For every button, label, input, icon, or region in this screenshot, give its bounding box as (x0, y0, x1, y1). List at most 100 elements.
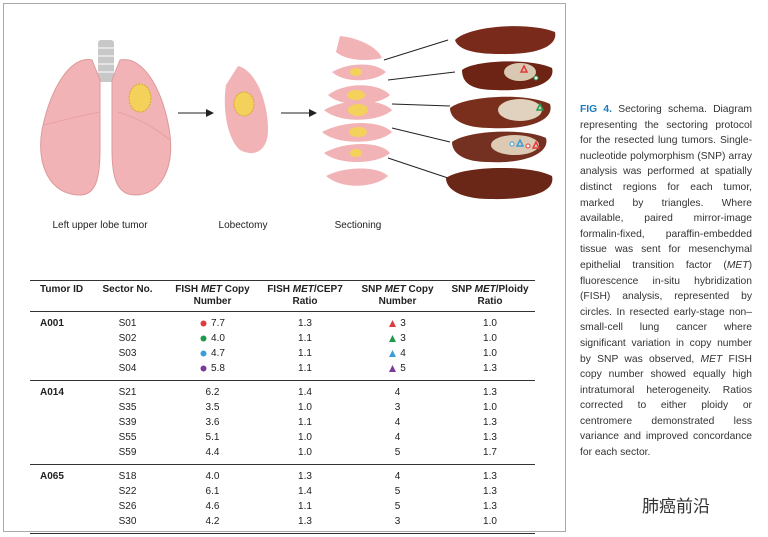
text-run: Copy Number (193, 284, 250, 307)
text-run: FISH copy number showed equally high int… (580, 353, 752, 459)
table-cell: 4 (350, 346, 445, 361)
table-cell: 3.5 (165, 400, 260, 415)
cell-value: S01 (118, 318, 137, 329)
cell-value: 3 (394, 402, 401, 413)
cell-value: 4 (394, 417, 401, 428)
table-group: A001 S01 7.7 1.3 3 1.0 S02 4.0 1.1 3 1.0 S03 4.7 1.1 4… (30, 312, 535, 381)
tumor-id (30, 331, 90, 346)
diagram-label: Sectioning (335, 220, 382, 231)
cell-value: 5 (394, 486, 401, 497)
column-header: FISH MET/CEP7 Ratio (260, 280, 350, 312)
cell-value: 4.7 (211, 348, 225, 359)
data-table: Tumor ID Sector No. FISH MET Copy Number FI… (30, 280, 535, 534)
tumor-id (30, 346, 90, 361)
lungs-illustration (40, 40, 172, 196)
text-run: ) fluorescence in-situ hybridization (FI… (580, 259, 752, 365)
table-cell: 6.2 (165, 381, 260, 401)
cell-value: 1.3 (483, 432, 497, 443)
figure-caption: FIG 4. Sectoring schema. Diagram represe… (580, 102, 752, 461)
table-cell: 4 (350, 430, 445, 445)
table-cell: S21 (90, 381, 165, 401)
table-cell: 1.0 (445, 514, 535, 534)
tumor-id (30, 514, 90, 534)
cell-value: S18 (118, 471, 137, 482)
cell-value: 4 (394, 432, 401, 443)
table-cell: 1.3 (445, 499, 535, 514)
circle-marker (200, 320, 207, 327)
cell-value: S03 (118, 348, 137, 359)
cell-value: 6.1 (205, 486, 220, 497)
sectoring-diagram: Left upper lobe tumor Lobectomy Sectioni… (40, 26, 556, 231)
text-run: Sector No. (102, 284, 153, 295)
table-cell: 1.4 (260, 381, 350, 401)
cell-value: 7.7 (211, 318, 225, 329)
cell-value: 1.3 (483, 501, 497, 512)
table-cell: 1.0 (260, 445, 350, 465)
tumor-id (30, 484, 90, 499)
table-cell: S22 (90, 484, 165, 499)
text-run: SNP (451, 284, 475, 295)
table-cell: 5.1 (165, 430, 260, 445)
cell-value: 4.4 (205, 447, 220, 458)
text-run: MET (474, 284, 496, 295)
watermark: 肺癌前沿 (642, 497, 710, 517)
text-run: FISH (267, 284, 293, 295)
table-row: S55 5.1 1.0 4 1.3 (30, 430, 535, 445)
table-cell: 3 (350, 331, 445, 346)
table-cell: 4.4 (165, 445, 260, 465)
cell-value: 1.7 (483, 447, 497, 458)
table-cell: 1.3 (445, 430, 535, 445)
cell-value: 1.3 (483, 471, 497, 482)
circle-marker (200, 365, 207, 372)
table-cell: 3 (350, 400, 445, 415)
table-cell: 1.0 (445, 331, 535, 346)
table-cell: 3 (350, 312, 445, 332)
caption-label: FIG 4. (580, 104, 612, 115)
table-cell: 1.1 (260, 331, 350, 346)
cell-value: 1.0 (483, 333, 497, 344)
tumor-id: A001 (40, 318, 64, 329)
table-cell: 1.0 (260, 430, 350, 445)
table-cell: S35 (90, 400, 165, 415)
triangle-marker (389, 364, 397, 372)
header-row: Tumor ID Sector No. FISH MET Copy Number FI… (30, 280, 535, 312)
table-cell: 1.3 (260, 465, 350, 485)
cell-value: 3.5 (205, 402, 220, 413)
cell-value: 1.3 (483, 486, 497, 497)
table-cell: 1.3 (445, 361, 535, 381)
table-cell: 4.2 (165, 514, 260, 534)
table-cell: 4.0 (165, 465, 260, 485)
triangle-marker (389, 319, 397, 327)
table-row: S04 5.8 1.1 5 1.3 (30, 361, 535, 381)
cell-value: 4 (400, 348, 406, 359)
table-cell: S39 (90, 415, 165, 430)
cell-value: 5 (394, 447, 401, 458)
table-cell: 1.1 (260, 415, 350, 430)
cell-value: S30 (118, 516, 137, 527)
cell-value: 1.1 (298, 417, 312, 428)
sections-illustration (322, 36, 392, 186)
text-run: SNP (361, 284, 385, 295)
table-cell: S26 (90, 499, 165, 514)
cell-value: 1.3 (298, 318, 312, 329)
cell-value: 3 (394, 516, 401, 527)
table-cell: 4.7 (165, 346, 260, 361)
triangle-marker (389, 349, 397, 357)
table-cell: S18 (90, 465, 165, 485)
text-run: MET (384, 284, 406, 295)
table-cell: 5 (350, 445, 445, 465)
cell-value: S39 (118, 417, 137, 428)
circle-marker (200, 350, 207, 357)
table-cell: S59 (90, 445, 165, 465)
text-run: /CEP7 Ratio (292, 284, 343, 307)
cell-value: 4.0 (205, 471, 220, 482)
cell-value: S02 (118, 333, 137, 344)
text-run: MET (700, 353, 723, 365)
cell-value: 5.1 (205, 432, 220, 443)
table-row: S22 6.1 1.4 5 1.3 (30, 484, 535, 499)
table-cell: 1.1 (260, 361, 350, 381)
diagram-label: Lobectomy (219, 220, 268, 231)
table-cell: 3.6 (165, 415, 260, 430)
table-cell: 6.1 (165, 484, 260, 499)
cell-value: 1.0 (483, 348, 497, 359)
